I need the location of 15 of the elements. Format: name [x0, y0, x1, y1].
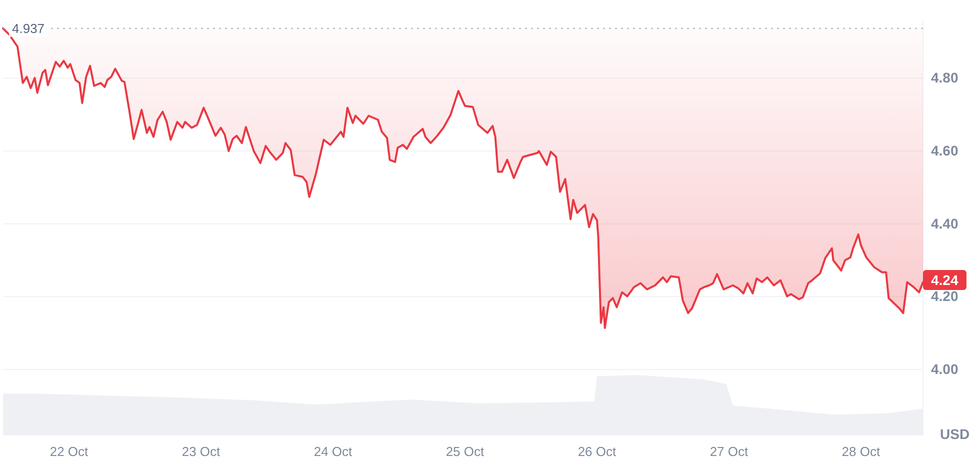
- y-tick-label: 4.60: [931, 142, 958, 159]
- y-tick-label: 4.00: [931, 360, 958, 377]
- x-tick-label: 23 Oct: [182, 444, 221, 460]
- x-tick-label: 22 Oct: [50, 444, 89, 460]
- annotation: 4.24: [931, 272, 958, 288]
- ref-line-label: 4.937: [12, 20, 45, 36]
- y-axis-title: USD: [940, 426, 970, 442]
- x-tick-label: 26 Oct: [578, 444, 616, 460]
- x-tick-label: 25 Oct: [446, 444, 485, 460]
- y-tick-label: 4.80: [931, 70, 958, 86]
- x-tick-label: 27 Oct: [710, 444, 748, 460]
- x-tick-label: 28 Oct: [842, 444, 880, 460]
- x-tick-label: 24 Oct: [314, 444, 353, 460]
- y-tick-label: 4.40: [931, 215, 958, 232]
- y-tick-label: 4.20: [931, 288, 958, 304]
